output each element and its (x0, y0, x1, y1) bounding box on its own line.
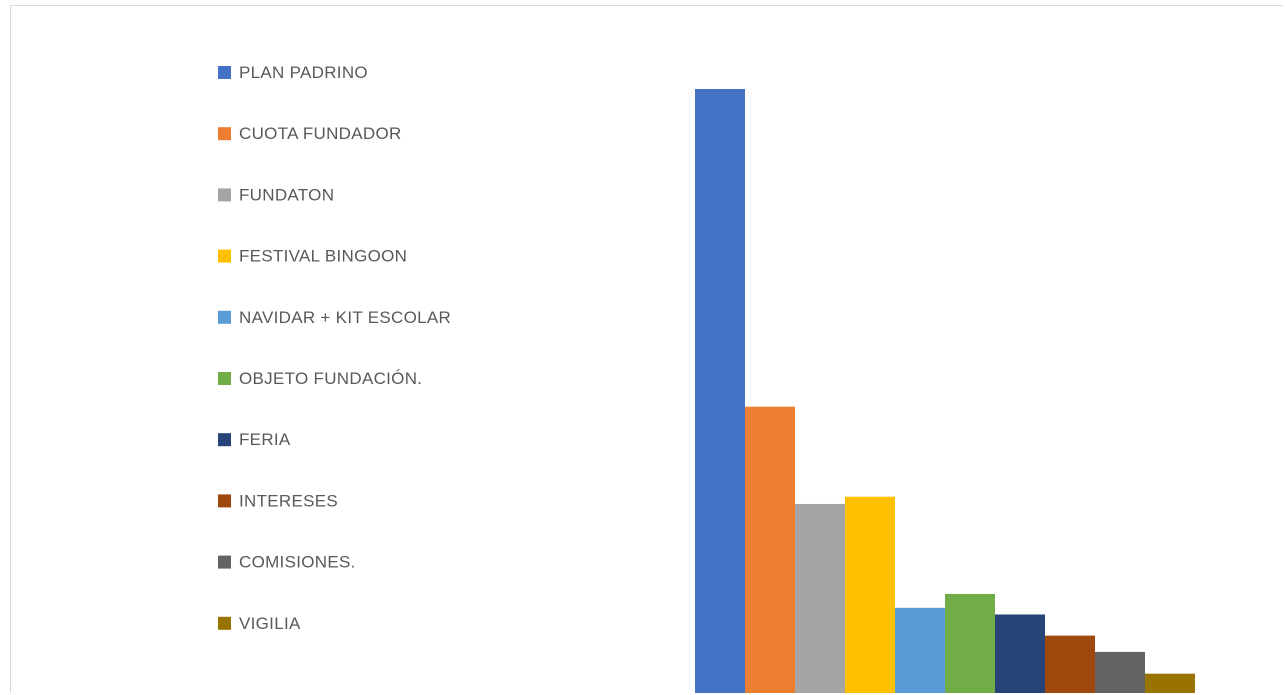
chart-area (10, 5, 1283, 693)
bar-feria (995, 614, 1045, 693)
legend-swatch (218, 555, 231, 569)
legend-item: OBJETO FUNDACIÓN. (218, 369, 422, 388)
legend-label: CUOTA FUNDADOR (239, 124, 402, 143)
legend-item: PLAN PADRINO (218, 63, 368, 82)
legend-swatch (218, 66, 231, 79)
legend-item: FERIA (218, 430, 291, 449)
legend-label: FUNDATON (239, 185, 334, 204)
legend-item: FESTIVAL BINGOON (218, 247, 407, 266)
legend-item: CUOTA FUNDADOR (218, 124, 402, 143)
legend-swatch (218, 249, 231, 263)
legend-swatch (218, 188, 231, 202)
legend-swatch (218, 127, 231, 141)
bar-plan-padrino (695, 89, 745, 693)
legend-item: COMISIONES. (218, 553, 356, 572)
bar-festival-bingoon (845, 496, 895, 693)
legend-swatch (218, 494, 231, 508)
legend-label: NAVIDAR + KIT ESCOLAR (239, 308, 451, 327)
legend-swatch (218, 372, 231, 385)
bar-vigilia (1145, 673, 1195, 693)
bar-cuota-fundador (745, 406, 795, 693)
legend-swatch (218, 310, 231, 324)
legend-item: VIGILIA (218, 614, 301, 633)
legend-label: OBJETO FUNDACIÓN. (239, 369, 422, 388)
legend-item: FUNDATON (218, 185, 334, 204)
legend-item: NAVIDAR + KIT ESCOLAR (218, 308, 451, 327)
legend-swatch (218, 616, 231, 630)
bar-comisiones (1095, 651, 1145, 693)
legend-label: FESTIVAL BINGOON (239, 247, 407, 266)
legend-label: FERIA (239, 430, 291, 449)
legend-item: INTERESES (218, 491, 338, 510)
legend: PLAN PADRINO CUOTA FUNDADOR FUNDATON FESTIV… (218, 63, 451, 633)
legend-label: VIGILIA (239, 614, 301, 633)
legend-swatch (218, 433, 231, 447)
legend-label: INTERESES (239, 491, 338, 510)
legend-label: COMISIONES. (239, 553, 356, 572)
bar-navidar-kit-escolar (895, 607, 945, 693)
plot-area (695, 89, 1195, 693)
bar-objeto-fundaci-n (945, 593, 995, 693)
legend-label: PLAN PADRINO (239, 63, 368, 82)
bar-fundaton (795, 503, 845, 693)
bar-intereses (1045, 635, 1095, 693)
